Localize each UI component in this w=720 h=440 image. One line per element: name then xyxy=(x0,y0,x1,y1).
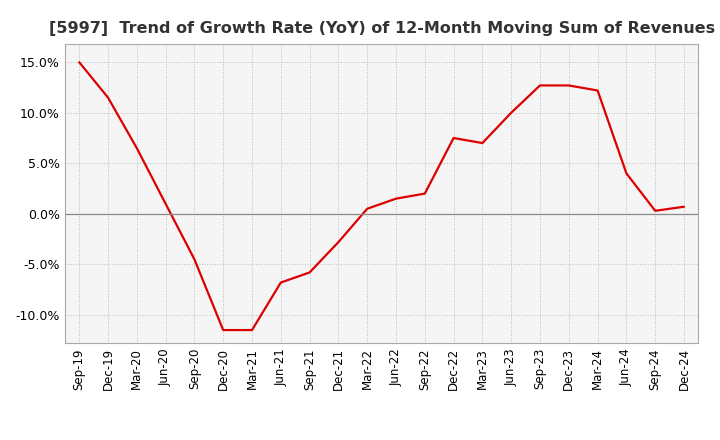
Title: [5997]  Trend of Growth Rate (YoY) of 12-Month Moving Sum of Revenues: [5997] Trend of Growth Rate (YoY) of 12-… xyxy=(48,21,715,36)
